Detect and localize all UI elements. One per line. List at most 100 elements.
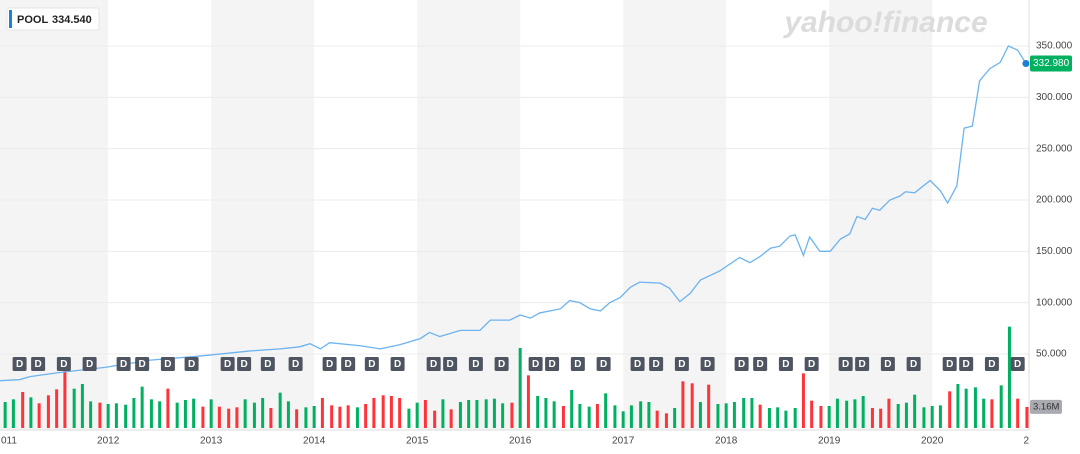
volume-bar <box>827 406 831 428</box>
dividend-marker <box>959 357 974 371</box>
dividend-label: D <box>326 359 333 370</box>
volume-bar <box>433 410 437 428</box>
volume-bar <box>561 406 565 428</box>
volume-bar <box>999 385 1003 428</box>
dividend-marker <box>942 357 957 371</box>
volume-bar <box>801 373 805 428</box>
volume-bar <box>243 399 247 428</box>
volume-bar <box>80 384 84 428</box>
last-price-box <box>1030 55 1072 72</box>
dividend-label: D <box>678 359 685 370</box>
volume-bar <box>742 398 746 428</box>
volume-bar <box>11 399 15 428</box>
price-line <box>0 45 1027 382</box>
x-tick-label: 2 <box>1023 436 1029 447</box>
volume-bar <box>793 408 797 428</box>
volume-bar <box>982 398 986 428</box>
volume-bar <box>587 406 591 428</box>
volume-bar <box>776 407 780 428</box>
volume-bar <box>758 404 762 428</box>
dividend-marker <box>778 357 793 371</box>
volume-bar <box>526 375 530 428</box>
dividend-marker <box>390 357 405 371</box>
dividend-marker <box>596 357 611 371</box>
volume-bar <box>55 389 59 428</box>
dividend-label: D <box>292 359 299 370</box>
volume-bar <box>304 407 308 428</box>
volume-bar <box>913 394 917 428</box>
dividend-label: D <box>60 359 67 370</box>
volume-bar <box>381 395 385 428</box>
volume-bar <box>286 401 290 428</box>
x-tick-label: 2018 <box>715 436 738 447</box>
volume-bar <box>544 398 548 428</box>
legend: POOL 334.540 <box>6 7 100 31</box>
dividend-label: D <box>574 359 581 370</box>
x-tick-label: 2016 <box>509 436 532 447</box>
dividend-label: D <box>447 359 454 370</box>
dividend-label: D <box>430 359 437 370</box>
volume-bar <box>124 404 128 428</box>
volume-bar <box>707 384 711 428</box>
volume-bar <box>1007 326 1011 428</box>
volume-bar <box>904 402 908 428</box>
volume-bar <box>819 406 823 428</box>
volume-bar <box>175 402 179 428</box>
volume-bar <box>595 404 599 428</box>
volume-bar <box>37 403 41 428</box>
volume-bar <box>629 405 633 428</box>
dividend-marker <box>82 357 97 371</box>
dividend-marker <box>734 357 749 371</box>
volume-bar <box>201 406 205 428</box>
x-tick-label: 2013 <box>200 436 223 447</box>
volume-bar <box>372 398 376 428</box>
x-tick-label: 2012 <box>97 436 120 447</box>
dividend-label: D <box>394 359 401 370</box>
x-tick-label: 2017 <box>612 436 635 447</box>
volume-bar <box>46 395 50 428</box>
dividend-label: D <box>884 359 891 370</box>
volume-bar <box>398 398 402 428</box>
volume-bar <box>320 398 324 428</box>
dividend-label: D <box>139 359 146 370</box>
volume-bar <box>183 400 187 428</box>
legend-box <box>6 7 100 31</box>
volume-bar <box>716 404 720 428</box>
volume-bar <box>114 403 118 428</box>
volume-bar <box>338 406 342 428</box>
volume-bar <box>750 398 754 428</box>
volume-bar <box>106 404 110 428</box>
volume-bar <box>89 401 93 428</box>
volume-bar <box>973 387 977 428</box>
volume-bar <box>896 404 900 428</box>
x-tick-label: 2019 <box>818 436 841 447</box>
dividend-marker <box>160 357 175 371</box>
volume-bar <box>639 401 643 428</box>
volume-bar <box>767 408 771 428</box>
dividend-marker <box>260 357 275 371</box>
volume-bar <box>63 370 67 428</box>
volume-bar <box>956 384 960 428</box>
dividend-marker <box>341 357 356 371</box>
volume-bar <box>964 388 968 428</box>
legend-symbol: POOL <box>17 14 48 26</box>
volume-bar <box>449 409 453 428</box>
dividend-label: D <box>757 359 764 370</box>
volume-bar <box>510 402 514 428</box>
volume-bar <box>681 381 685 428</box>
volume-bar <box>364 404 368 428</box>
legend-value: 334.540 <box>52 14 92 26</box>
volume-bar <box>355 407 359 428</box>
volume-bar <box>98 402 102 428</box>
volume-bar <box>887 398 891 428</box>
dividend-label: D <box>345 359 352 370</box>
dividend-marker <box>700 357 715 371</box>
volume-bar <box>784 410 788 428</box>
dividend-marker <box>12 357 27 371</box>
volume-bar <box>810 400 814 428</box>
volume-bar <box>613 405 617 428</box>
volume-bar <box>166 388 170 428</box>
dividend-label: D <box>704 359 711 370</box>
dividend-marker <box>1010 357 1025 371</box>
